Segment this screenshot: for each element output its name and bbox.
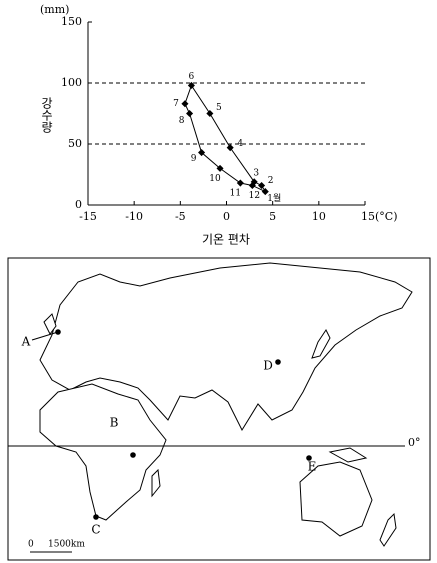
- y-tick-label: 50: [68, 137, 82, 150]
- map-marker: [130, 452, 136, 458]
- y-tick-label: 0: [75, 198, 82, 211]
- x-axis-title: 기온 편차: [202, 233, 250, 247]
- point-label: 11: [230, 189, 241, 199]
- x-tick-label: -10: [125, 210, 143, 223]
- map-marker: [275, 359, 281, 365]
- x-tick-label: -15: [79, 210, 97, 223]
- point-label: 6: [189, 72, 195, 82]
- marker-leader: [31, 331, 59, 341]
- point-label: 4: [237, 139, 243, 149]
- data-point: [261, 188, 269, 196]
- equator-label: 0°: [408, 436, 421, 449]
- marker-label: B: [110, 416, 119, 430]
- japan: [311, 329, 331, 359]
- point-label: 10: [209, 174, 221, 184]
- point-label: 7: [173, 99, 179, 109]
- x-tick-label: 10: [312, 210, 326, 223]
- madagascar: [151, 468, 161, 498]
- data-point: [216, 164, 224, 172]
- y-tick-label: 100: [61, 76, 82, 89]
- x-tick-label: 15(°C): [361, 210, 398, 223]
- data-point: [186, 109, 194, 118]
- data-point: [198, 149, 206, 157]
- new-guinea: [328, 447, 368, 463]
- point-label: 2: [268, 176, 274, 186]
- marker-label: E: [308, 460, 317, 474]
- point-label: 12: [249, 191, 260, 201]
- y-tick-label: 150: [61, 15, 82, 28]
- map-marker: [93, 514, 99, 520]
- scale-start: 0: [28, 540, 34, 550]
- x-tick-label: -5: [175, 210, 186, 223]
- point-label: 5: [216, 103, 222, 113]
- map-marker: [306, 455, 312, 461]
- data-point: [236, 179, 244, 187]
- marker-label: C: [91, 523, 100, 537]
- data-point: [181, 100, 189, 108]
- new-zealand: [379, 512, 397, 547]
- marker-label: A: [21, 335, 31, 349]
- data-point: [226, 144, 234, 152]
- marker-label: D: [263, 359, 273, 373]
- y-axis-title: 강수량: [40, 97, 54, 133]
- point-label: 9: [191, 154, 197, 164]
- australia: [299, 461, 373, 537]
- data-point: [258, 181, 266, 190]
- x-tick-label: 0: [223, 210, 230, 223]
- point-label: 8: [179, 116, 185, 126]
- britain: [43, 313, 57, 335]
- scale-end: 1500km: [48, 540, 85, 550]
- data-point: [206, 109, 214, 118]
- data-point: [187, 81, 195, 89]
- point-label: 1월: [267, 192, 281, 204]
- eurasia: [39, 262, 413, 432]
- x-tick-label: 5: [269, 210, 276, 223]
- point-label: 3: [253, 168, 259, 178]
- map: 0° 0 1500km: [7, 257, 431, 561]
- y-unit: (mm): [40, 3, 69, 16]
- data-point: [248, 181, 256, 190]
